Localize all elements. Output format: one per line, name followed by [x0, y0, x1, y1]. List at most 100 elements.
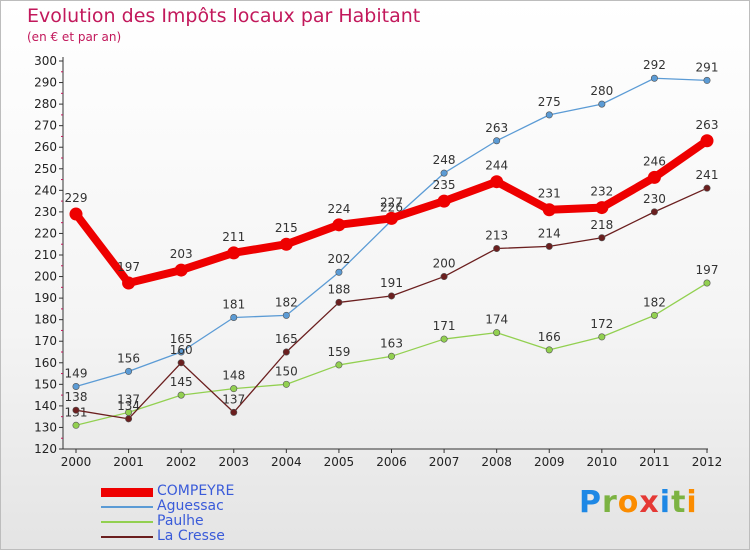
data-point-aguessac	[545, 111, 553, 119]
logo-letter: t	[671, 485, 687, 520]
data-point-paulhe	[230, 385, 238, 393]
x-tick-label: 2003	[218, 455, 249, 469]
data-point-la-cresse	[230, 408, 238, 416]
y-tick-label: 130	[34, 420, 57, 434]
data-point-la-cresse	[125, 415, 133, 423]
data-point-la-cresse	[387, 292, 395, 300]
data-point-aguessac	[230, 314, 238, 322]
y-tick-label: 280	[34, 97, 57, 111]
x-tick-label: 2012	[692, 455, 723, 469]
data-label-aguessac: 275	[538, 95, 561, 109]
y-tick-label: 140	[34, 399, 57, 413]
data-point-la-cresse	[703, 184, 711, 192]
data-label-aguessac: 149	[65, 366, 88, 380]
legend-swatch	[101, 521, 153, 523]
y-tick-label: 160	[34, 356, 57, 370]
data-point-paulhe	[72, 421, 80, 429]
data-label-aguessac: 226	[380, 201, 403, 215]
data-label-compeyre: 244	[485, 159, 508, 173]
data-point-aguessac	[703, 76, 711, 84]
data-label-aguessac: 263	[485, 121, 508, 135]
data-point-la-cresse	[598, 234, 606, 242]
data-point-la-cresse	[177, 359, 185, 367]
logo-letter: i	[686, 485, 698, 520]
chart-title: Evolution des Impôts locaux par Habitant	[27, 5, 421, 27]
data-point-compeyre	[542, 203, 556, 217]
data-point-paulhe	[282, 380, 290, 388]
data-point-la-cresse	[72, 406, 80, 414]
x-tick-label: 2005	[324, 455, 355, 469]
logo-letter: o	[617, 485, 640, 520]
data-point-aguessac	[282, 311, 290, 319]
data-label-aguessac: 181	[222, 298, 245, 312]
data-point-compeyre	[700, 134, 714, 148]
logo-letter: P	[579, 485, 602, 520]
data-label-compeyre: 232	[590, 185, 613, 199]
data-label-aguessac: 202	[327, 252, 350, 266]
data-point-compeyre	[174, 263, 188, 277]
legend-label: La Cresse	[157, 528, 225, 544]
data-label-compeyre: 246	[643, 154, 666, 168]
data-label-la-cresse: 218	[590, 218, 613, 232]
data-label-compeyre: 211	[222, 230, 245, 244]
y-tick-label: 120	[34, 442, 57, 456]
x-tick-label: 2002	[166, 455, 197, 469]
x-tick-label: 2006	[376, 455, 407, 469]
data-label-aguessac: 248	[433, 153, 456, 167]
data-label-paulhe: 171	[433, 319, 456, 333]
data-point-paulhe	[177, 391, 185, 399]
y-tick-label: 270	[34, 119, 57, 133]
data-point-aguessac	[650, 74, 658, 82]
data-label-aguessac: 156	[117, 351, 140, 365]
proxiti-logo: Proxiti	[579, 485, 698, 520]
data-label-la-cresse: 160	[170, 343, 193, 357]
data-point-compeyre	[490, 175, 504, 189]
legend-swatch	[101, 506, 153, 508]
y-tick-label: 300	[34, 54, 57, 68]
data-label-compeyre: 203	[170, 247, 193, 261]
data-label-aguessac: 182	[275, 295, 298, 309]
data-point-compeyre	[332, 218, 346, 232]
data-label-aguessac: 280	[590, 84, 613, 98]
legend-label: Aguessac	[157, 498, 224, 514]
x-tick-label: 2009	[534, 455, 565, 469]
x-tick-label: 2007	[429, 455, 460, 469]
data-point-paulhe	[387, 352, 395, 360]
data-label-compeyre: 197	[117, 260, 140, 274]
y-tick-label: 240	[34, 183, 57, 197]
data-label-compeyre: 229	[65, 191, 88, 205]
data-point-aguessac	[177, 348, 185, 356]
data-label-paulhe: 182	[643, 295, 666, 309]
data-point-la-cresse	[440, 273, 448, 281]
data-point-aguessac	[125, 367, 133, 375]
legend-label: Paulhe	[157, 513, 204, 529]
data-label-la-cresse: 134	[117, 399, 140, 413]
data-point-compeyre	[385, 211, 398, 225]
data-point-paulhe	[440, 335, 448, 343]
data-label-la-cresse: 188	[327, 282, 350, 296]
data-point-aguessac	[72, 382, 80, 390]
data-point-paulhe	[545, 346, 553, 354]
data-label-la-cresse: 191	[380, 276, 403, 290]
data-point-la-cresse	[493, 245, 501, 253]
x-tick-label: 2000	[61, 455, 92, 469]
data-label-la-cresse: 165	[275, 332, 298, 346]
data-point-compeyre	[122, 276, 136, 290]
legend-swatch	[101, 487, 153, 497]
data-label-paulhe: 174	[485, 313, 508, 327]
y-tick-label: 220	[34, 226, 57, 240]
data-label-compeyre: 235	[433, 178, 456, 192]
data-label-paulhe: 148	[222, 369, 245, 383]
data-label-paulhe: 172	[590, 317, 613, 331]
x-tick-label: 2011	[639, 455, 670, 469]
data-point-compeyre	[437, 194, 451, 208]
data-label-paulhe: 159	[327, 345, 350, 359]
data-point-la-cresse	[282, 348, 290, 356]
x-tick-label: 2010	[587, 455, 618, 469]
data-label-la-cresse: 200	[433, 257, 456, 271]
data-label-compeyre: 231	[538, 187, 561, 201]
y-tick-label: 250	[34, 162, 57, 176]
x-tick-label: 2004	[271, 455, 302, 469]
x-tick-label: 2001	[113, 455, 144, 469]
